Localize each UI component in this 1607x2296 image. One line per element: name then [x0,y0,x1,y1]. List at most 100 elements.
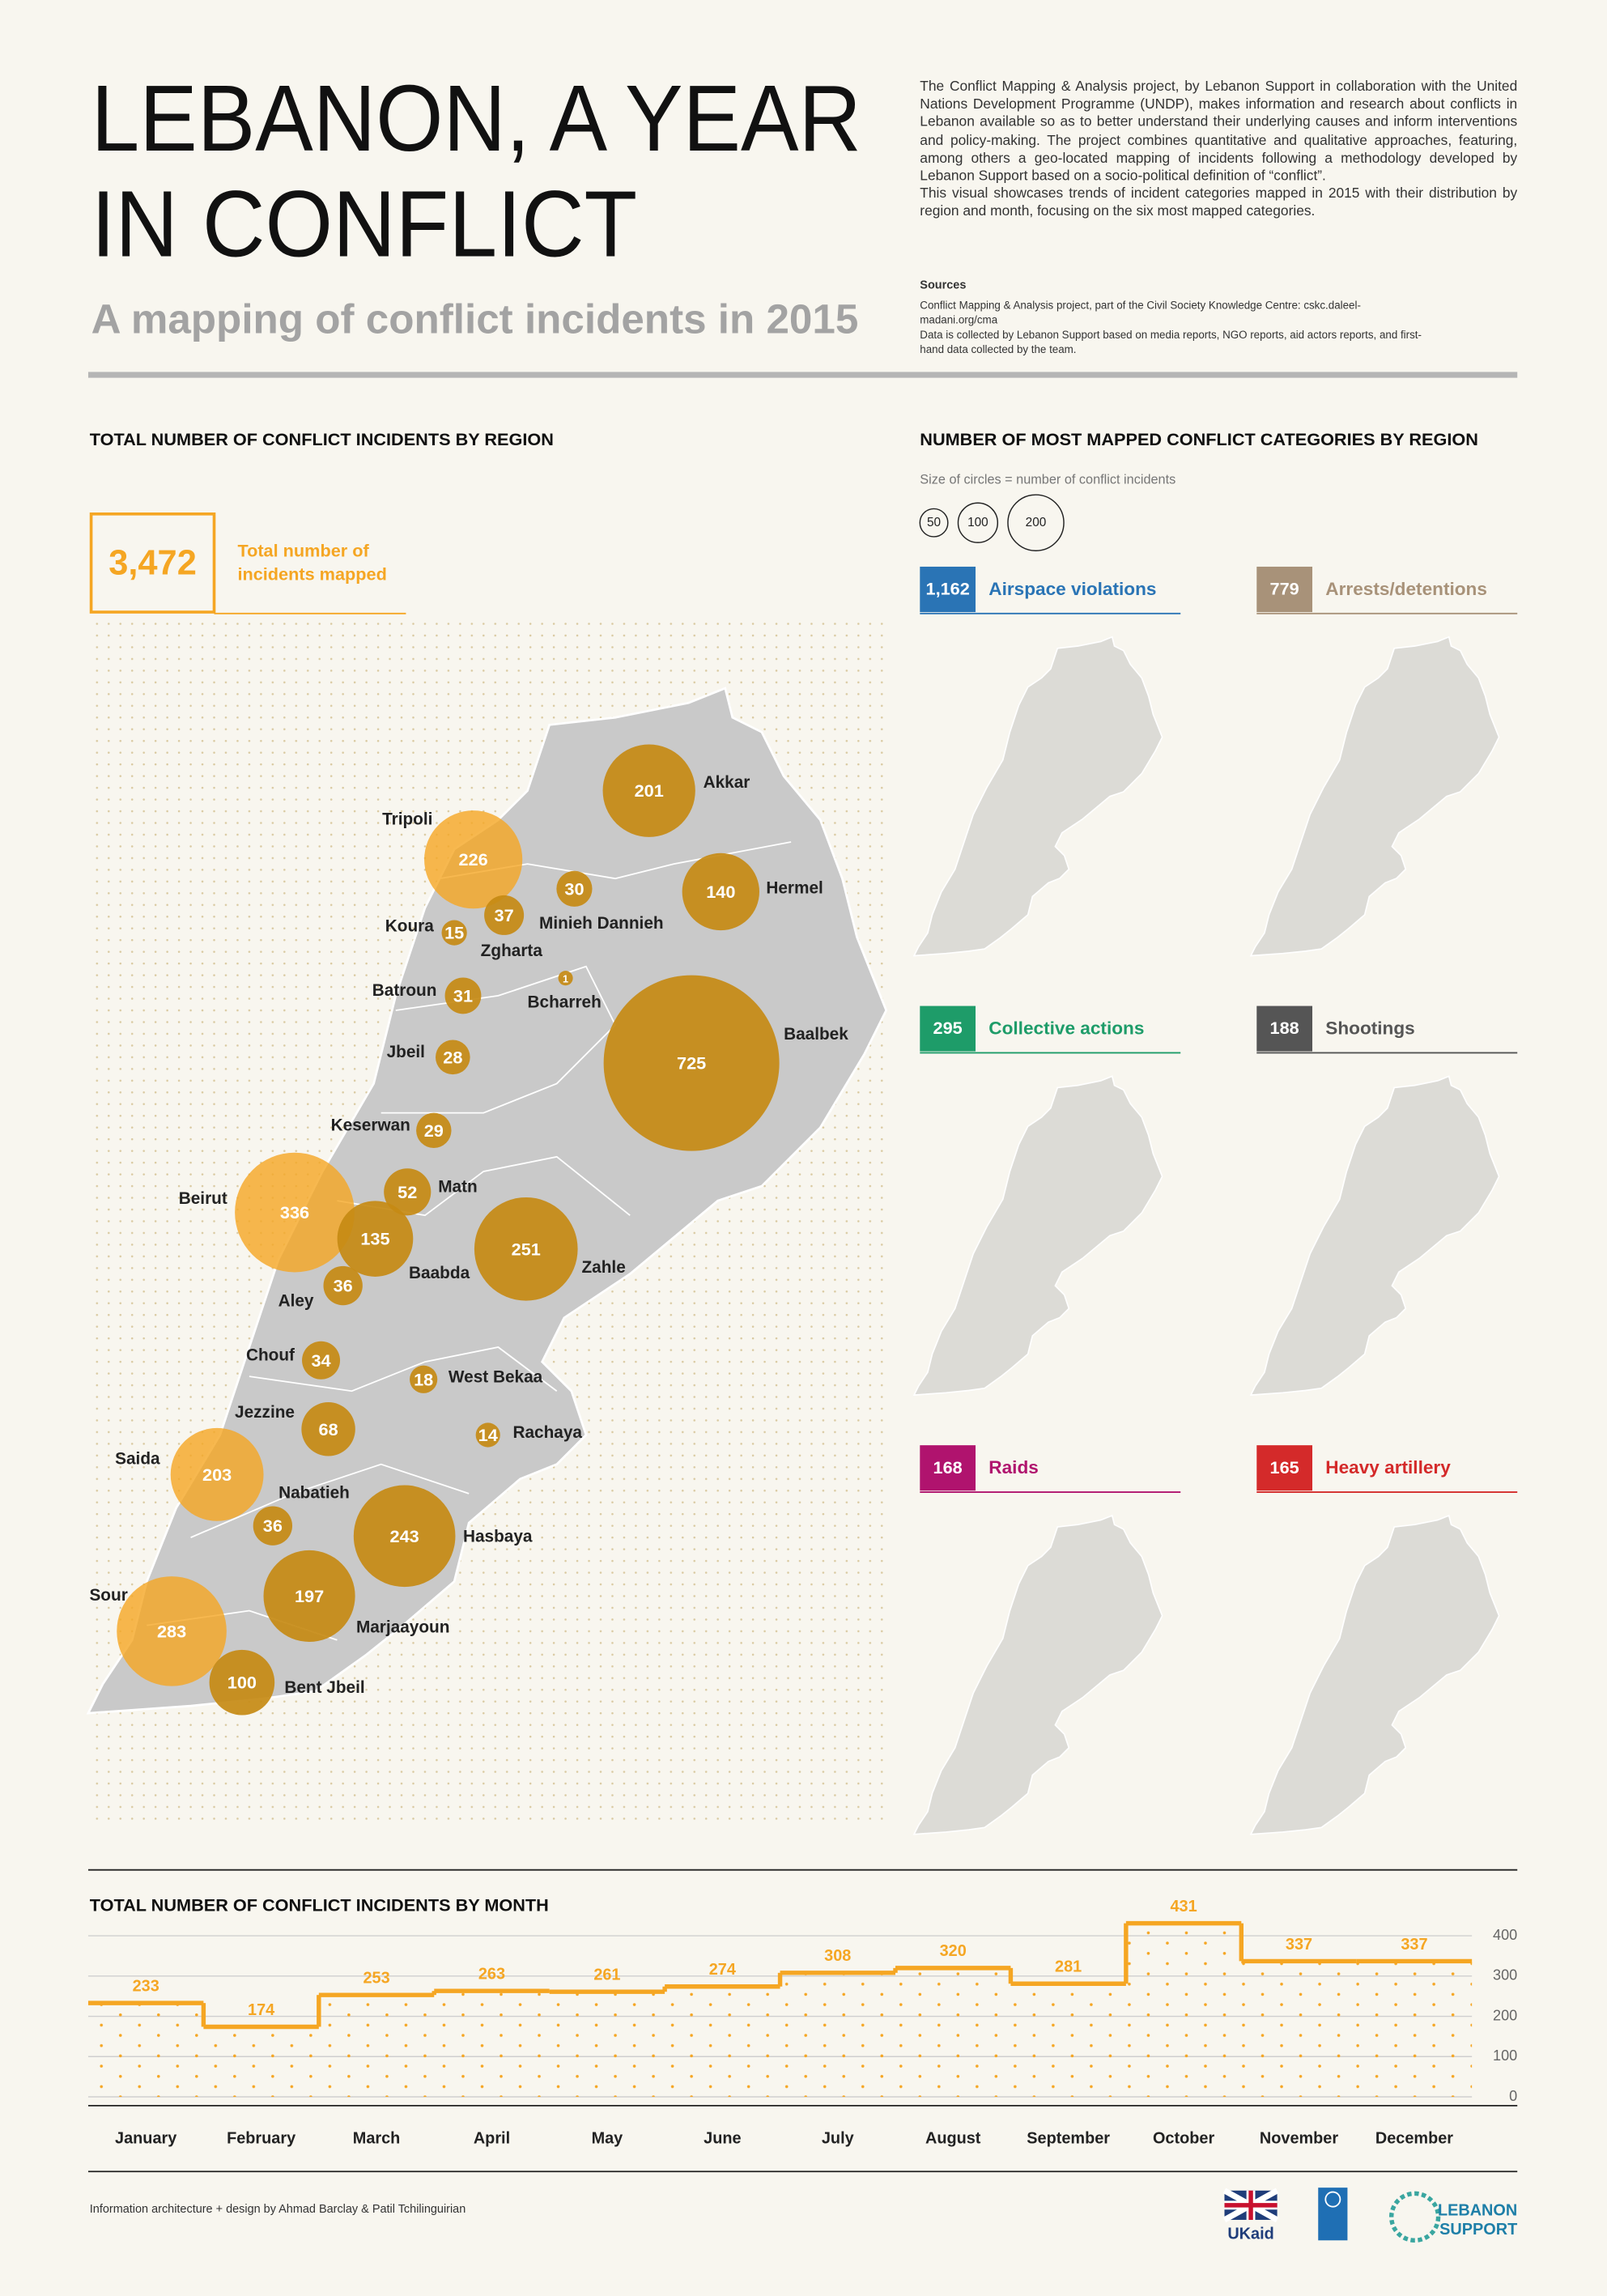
logo-text: UKaid [1227,2225,1273,2243]
region-bubble [410,1365,438,1393]
region-value: 201 [635,780,664,801]
value-label: 274 [709,1961,736,1979]
region-name: Jezzine [235,1403,295,1422]
x-tick-label: February [227,2130,295,2148]
region-value: 725 [677,1053,706,1074]
region-value: 29 [424,1120,444,1141]
size-legend-circle [919,508,949,538]
month-area [1125,1923,1242,2098]
region-name: Zgharta [481,942,543,960]
region-name: Keserwan [331,1116,410,1134]
region-bubble [253,1506,293,1546]
logo-text: LEBANON [1438,2201,1517,2219]
x-tick-label: September [1027,2130,1110,2148]
total-caption: Total number of [237,541,369,561]
x-tick-label: October [1153,2130,1214,2148]
value-label: 233 [133,1977,159,1995]
region-value: 100 [227,1673,257,1693]
month-area [1010,1983,1126,2098]
region-value: 283 [157,1621,186,1641]
month-area [780,1972,895,2098]
region-name: Hermel [766,878,823,897]
region-name: Zahle [581,1258,625,1277]
value-label: 281 [1055,1958,1082,1976]
value-label: 261 [593,1966,620,1984]
y-tick-label: 300 [1493,1967,1517,1983]
region-bubble [416,1112,452,1148]
category-total: 1,162 [926,579,970,599]
y-tick-label: 200 [1493,2007,1517,2023]
region-bubble [603,975,780,1151]
header-rule [87,372,1518,378]
ukaid-logo: UKaid [1222,2188,1279,2243]
region-name: Hasbaya [463,1528,533,1546]
category-total: 188 [1270,1018,1299,1038]
region-value: 15 [444,923,464,943]
region-value: 197 [295,1586,324,1606]
category-mini-map [1250,636,1500,957]
total-caption: incidents mapped [237,564,386,585]
region-value: 31 [453,985,473,1006]
region-name: Chouf [246,1346,295,1364]
region-name: Saida [115,1450,160,1469]
region-name: Baabda [409,1264,470,1282]
sources-title: Sources [920,278,967,291]
subtitle: A mapping of conflict incidents in 2015 [91,296,859,342]
value-label: 337 [1286,1936,1312,1954]
x-tick-label: December [1375,2130,1453,2148]
month-area [549,1992,665,2098]
category-name: Raids [988,1457,1039,1478]
region-bubble [682,852,759,931]
region-bubble [235,1152,355,1273]
region-value: 336 [280,1202,309,1222]
region-name: Batroun [372,981,437,1000]
region-bubble [474,1197,578,1301]
region-value: 140 [706,882,735,902]
category-total: 165 [1270,1457,1299,1478]
category-name: Collective actions [988,1018,1144,1038]
region-value: 14 [478,1425,498,1445]
region-name: Beirut [179,1189,227,1208]
region-value: 203 [202,1465,232,1485]
x-tick-label: April [474,2130,510,2148]
section-title: TOTAL NUMBER OF CONFLICT INCIDENTS BY RE… [90,429,554,449]
region-bubble [558,971,573,986]
month-area [1241,1961,1357,2098]
month-area [434,1991,550,2098]
x-tick-label: March [353,2130,401,2148]
region-bubble [424,810,523,909]
value-label: 308 [824,1947,851,1965]
region-bubble [337,1201,414,1277]
sources-box: Sources Conflict Mapping & Analysis proje… [920,278,1422,356]
region-name: Aley [278,1291,314,1310]
category-name: Arrests/detentions [1325,579,1487,599]
title-line: LEBANON, A YEAR [91,66,861,171]
category-total: 779 [1270,579,1299,599]
logo-text: SUPPORT [1439,2221,1517,2239]
region-value: 1 [563,973,568,984]
region-bubble [170,1427,264,1521]
region-name: West Bekaa [449,1367,543,1386]
category-name: Shootings [1325,1018,1414,1038]
value-label: 174 [248,2001,274,2019]
region-bubble [444,977,482,1014]
month-area [318,1995,435,2098]
region-name: Jbeil [387,1043,425,1061]
region-name: Baalbek [784,1025,848,1044]
category-total: 168 [933,1457,963,1478]
section-title: TOTAL NUMBER OF CONFLICT INCIDENTS BY MO… [90,1895,549,1915]
total-value: 3,472 [108,544,197,583]
y-tick-label: 0 [1509,2088,1517,2104]
region-bubble [441,920,467,946]
region-value: 36 [334,1276,353,1296]
region-bubble [435,1040,470,1075]
section-title: NUMBER OF MOST MAPPED CONFLICT CATEGORIE… [920,429,1478,449]
source: Data is collected by Lebanon Support bas… [920,328,1422,356]
region-bubble [323,1265,363,1306]
region-value: 37 [495,905,514,925]
category-total: 295 [933,1018,963,1038]
value-label: 337 [1401,1936,1427,1954]
description: This visual showcases trends of incident… [920,186,1518,221]
category-badge [920,1006,976,1052]
region-name: Minieh Dannieh [539,914,664,933]
